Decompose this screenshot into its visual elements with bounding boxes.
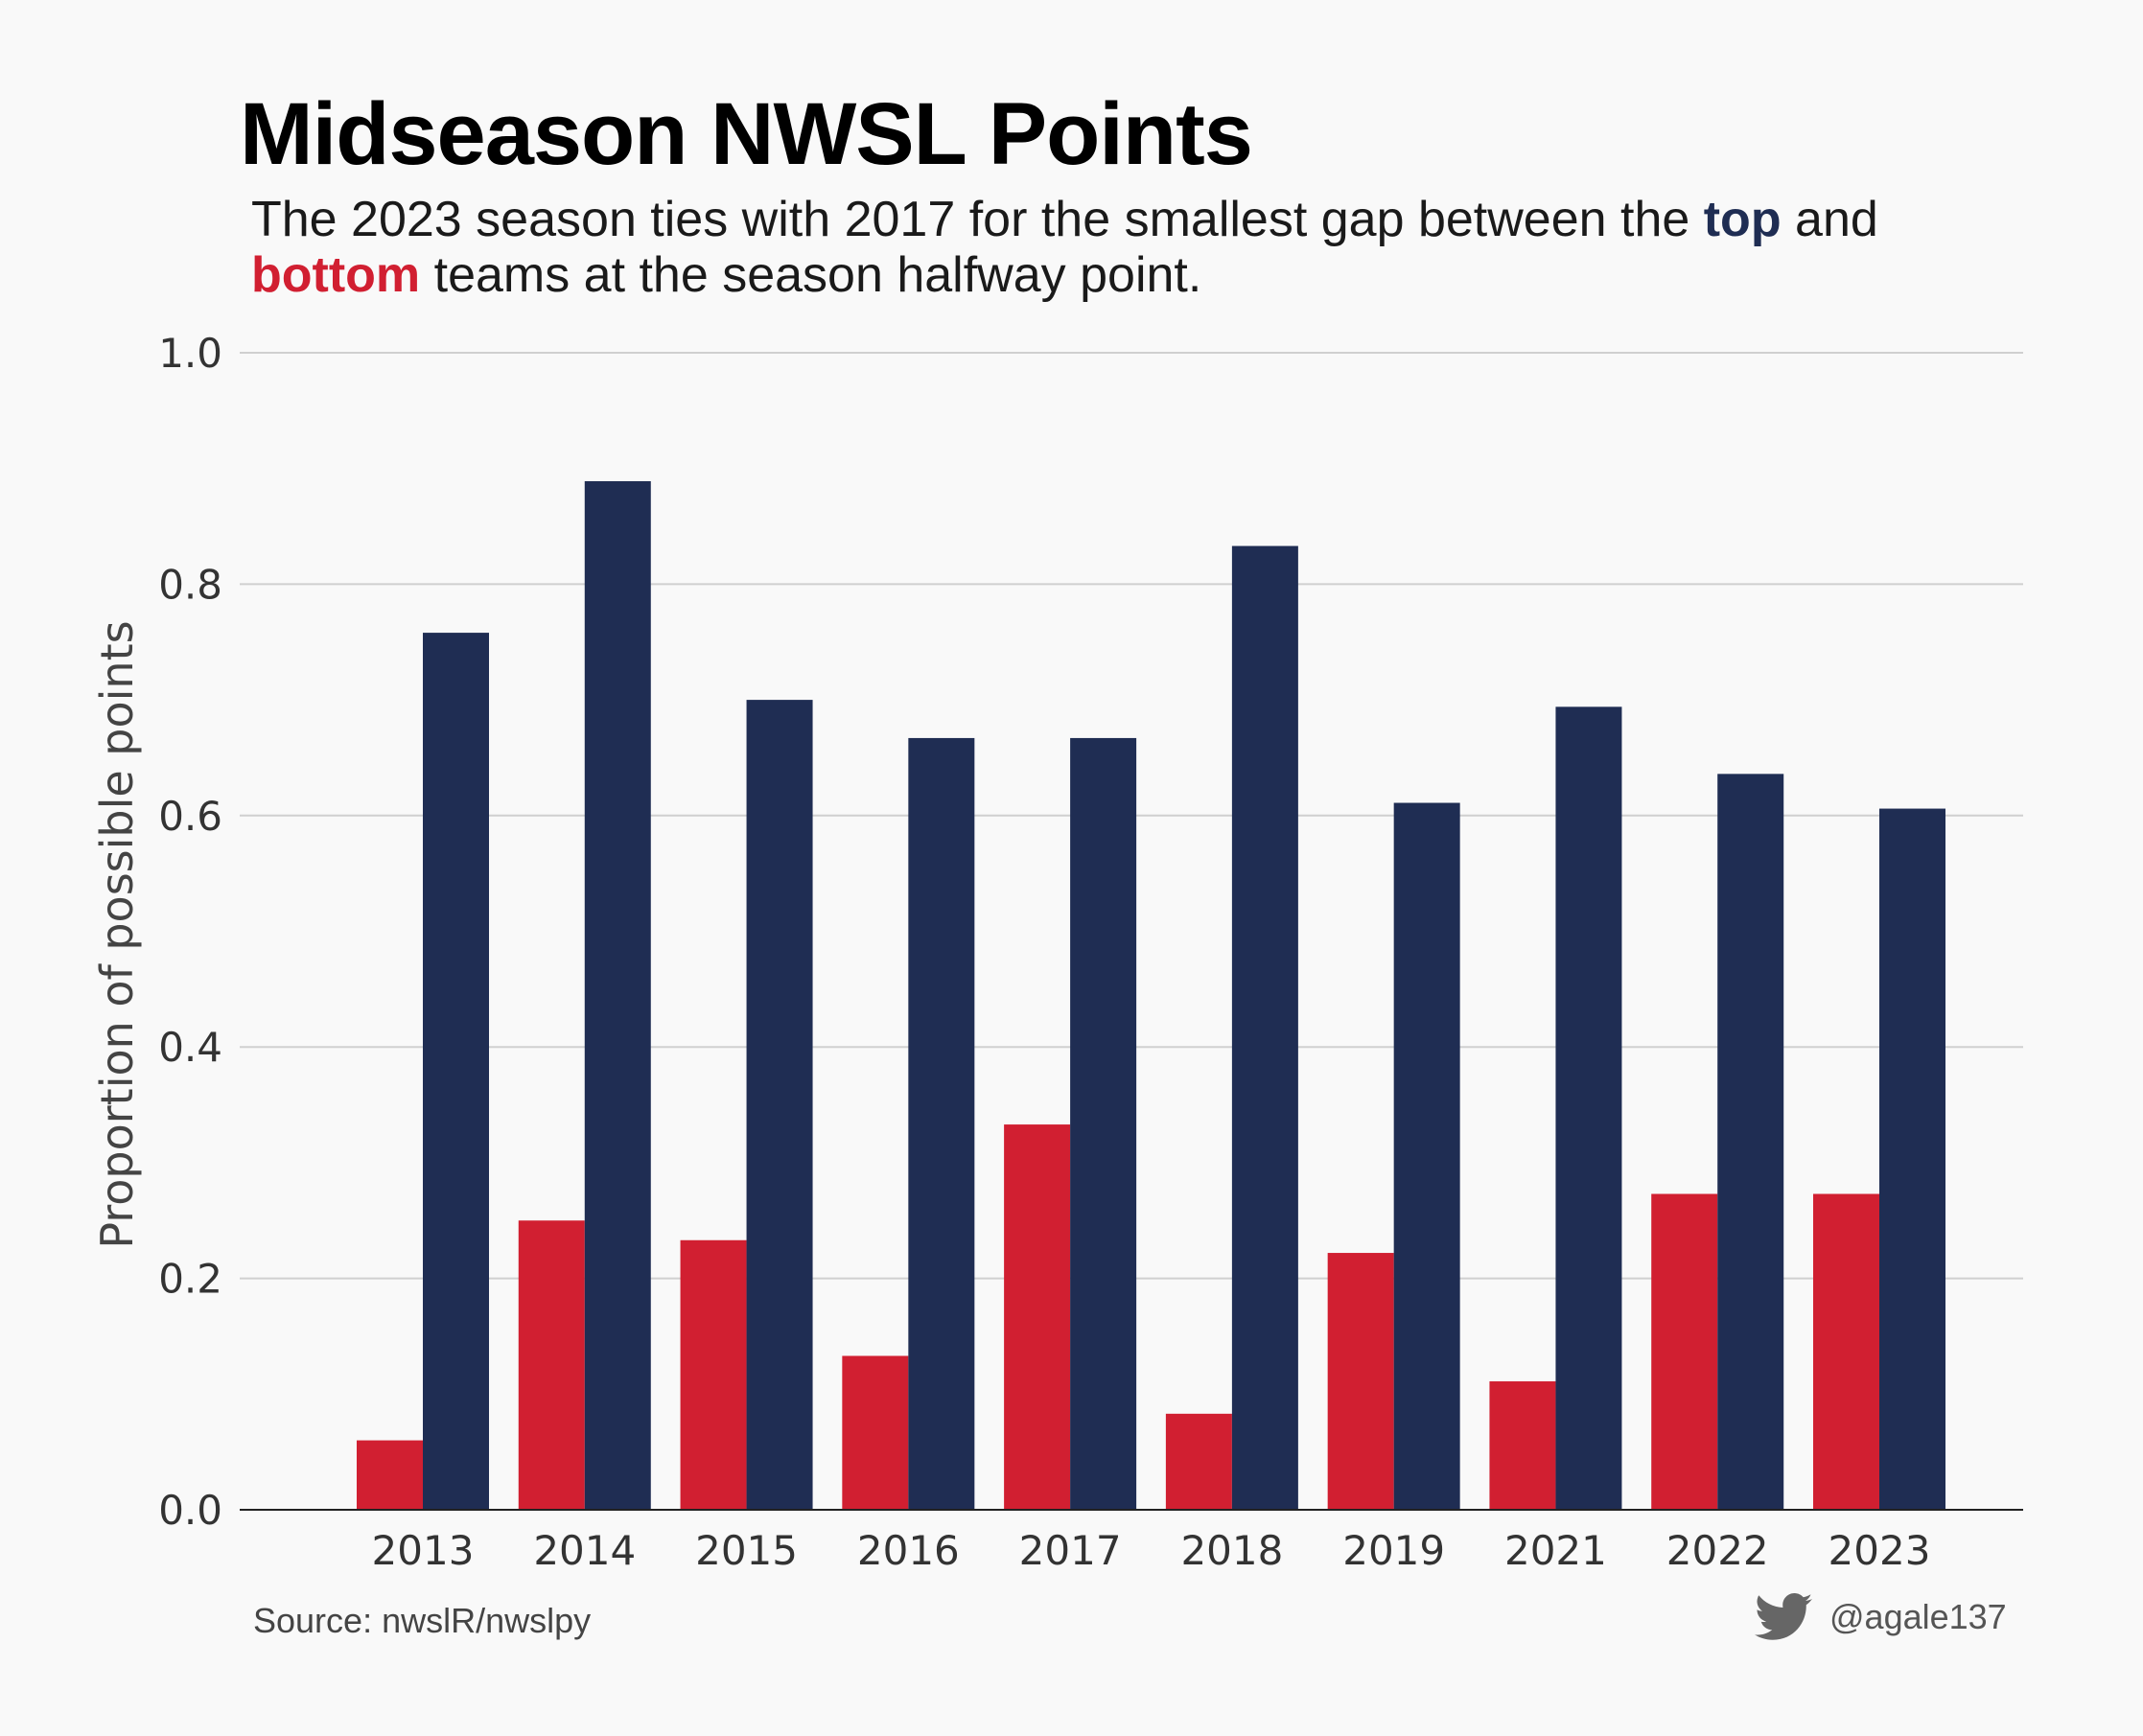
top-bar (1717, 774, 1784, 1510)
top-bar (1555, 706, 1622, 1510)
x-tick-label: 2023 (1829, 1527, 1931, 1574)
top-bar (423, 633, 489, 1510)
bottom-bar (1489, 1381, 1556, 1510)
x-tick-label: 2019 (1342, 1527, 1445, 1574)
x-tick-label: 2015 (695, 1527, 798, 1574)
bars (357, 480, 1945, 1510)
x-tick-label: 2018 (1180, 1527, 1283, 1574)
x-tick-label: 2016 (857, 1527, 960, 1574)
bottom-bar (1327, 1253, 1394, 1510)
chart-title: Midseason NWSL Points (240, 85, 1253, 183)
bottom-bar (1813, 1193, 1879, 1510)
subtitle-top-word: top (1703, 192, 1782, 247)
bottom-bar (842, 1355, 909, 1510)
subtitle-bottom-word: bottom (251, 247, 421, 303)
bottom-bar (680, 1239, 747, 1510)
bottom-bar (357, 1440, 423, 1510)
x-tick-label: 2017 (1019, 1527, 1122, 1574)
y-axis-label: Proportion of possible points (91, 620, 143, 1248)
source-note: Source: nwslR/nwslpy (253, 1601, 592, 1640)
y-tick-label: 0.6 (158, 793, 222, 840)
bottom-bar (1004, 1124, 1071, 1510)
x-tick-label: 2014 (533, 1527, 636, 1574)
y-tick-label: 0.4 (158, 1024, 222, 1071)
x-tick-label: 2021 (1504, 1527, 1607, 1574)
top-bar (908, 737, 975, 1510)
top-bar (1231, 545, 1298, 1510)
top-bar (1393, 802, 1460, 1510)
y-tick-label: 0.8 (158, 561, 222, 608)
top-bar (1070, 737, 1137, 1510)
subtitle-text-1: The 2023 season ties with 2017 for the s… (251, 192, 1704, 247)
top-bar (1879, 808, 1945, 1510)
twitter-bird-icon (1755, 1593, 1812, 1640)
chart-subtitle: The 2023 season ties with 2017 for the s… (251, 192, 2073, 303)
x-tick-label: 2013 (372, 1527, 475, 1574)
subtitle-text-2: and (1781, 192, 1878, 247)
y-tick-label: 0.2 (158, 1256, 222, 1303)
axes: 0.0 0.2 0.4 0.6 0.8 1.0 2013 2014 2015 2016 2017 20… (158, 330, 2023, 1574)
x-tick-label: 2022 (1666, 1527, 1769, 1574)
top-bar (746, 700, 813, 1510)
subtitle-text-3: teams at the season halfway point. (420, 247, 1202, 303)
author-credit: @agale137 (1755, 1593, 2007, 1641)
twitter-handle: @agale137 (1829, 1597, 2007, 1636)
bottom-bar (1165, 1413, 1232, 1510)
bottom-bar (1651, 1193, 1718, 1510)
y-tick-label: 1.0 (158, 330, 222, 377)
bottom-bar (518, 1220, 585, 1510)
y-tick-label: 0.0 (158, 1487, 222, 1534)
top-bar (584, 480, 651, 1510)
